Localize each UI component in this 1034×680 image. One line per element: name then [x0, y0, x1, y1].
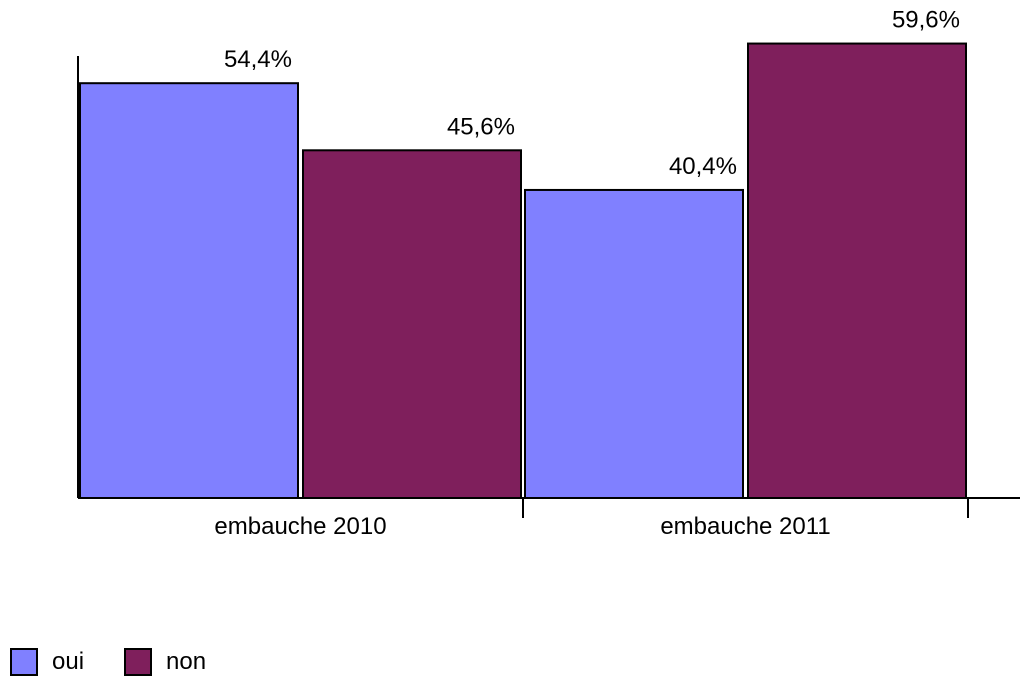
bar-oui-embauche-2011 — [524, 188, 744, 499]
data-label-oui-embauche-2011: 40,4% — [669, 153, 737, 180]
bar-non-embauche-2010 — [302, 149, 522, 500]
axes-layer — [77, 56, 1020, 518]
legend-label-non: non — [166, 648, 207, 675]
data-label-oui-embauche-2010: 54,4% — [224, 46, 292, 73]
legend: oui non — [10, 644, 246, 680]
bar-non-embauche-2011 — [747, 42, 967, 500]
legend-swatch-oui — [10, 648, 38, 676]
data-label-non-embauche-2011: 59,6% — [892, 7, 960, 34]
bars-layer — [79, 42, 967, 500]
data-labels-layer: 54,4% 45,6% embauche 2010 40,4% 59,6% embauch… — [214, 7, 960, 540]
category-label-embauche-2010: embauche 2010 — [214, 513, 386, 540]
legend-swatch-non — [124, 648, 153, 676]
legend-item-oui: oui — [10, 648, 84, 676]
legend-item-non: non — [124, 648, 206, 676]
category-label-embauche-2011: embauche 2011 — [660, 513, 830, 540]
legend-label-oui: oui — [52, 648, 85, 675]
bar-oui-embauche-2010 — [79, 82, 299, 499]
data-label-non-embauche-2010: 45,6% — [447, 113, 515, 140]
bar-chart-plot: 54,4% 45,6% embauche 2010 40,4% 59,6% embauch… — [77, 7, 1020, 540]
